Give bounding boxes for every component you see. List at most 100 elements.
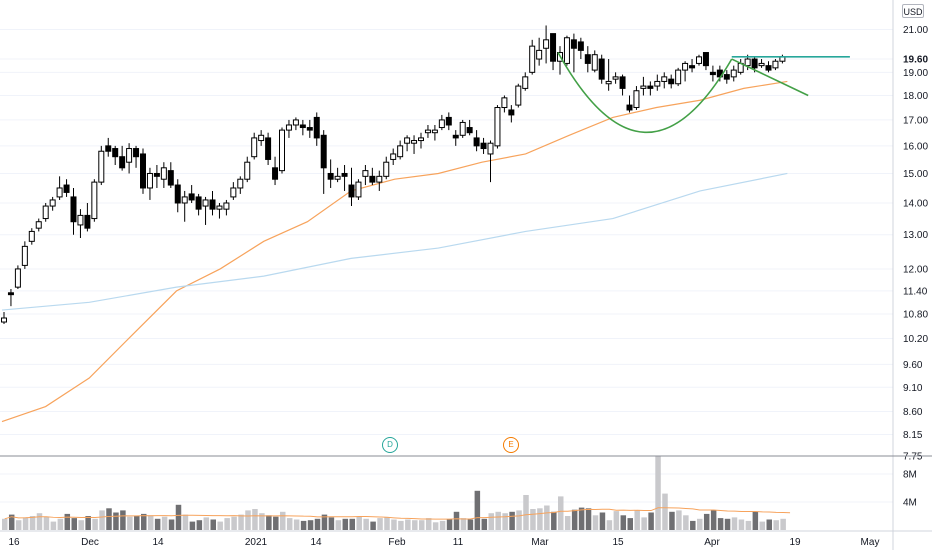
- volume-bar: [599, 512, 606, 530]
- candle-body: [390, 153, 397, 160]
- candle-body: [598, 58, 605, 80]
- volume-bar: [530, 509, 536, 530]
- candle-body: [522, 76, 529, 89]
- volume-bar: [286, 518, 293, 530]
- candle-down: [167, 162, 174, 188]
- candle-body: [626, 104, 633, 111]
- candle-up: [779, 54, 786, 64]
- candle-body: [355, 181, 362, 198]
- candle-body: [146, 172, 153, 189]
- candle-up: [696, 54, 702, 66]
- candle-body: [536, 49, 543, 60]
- volume-bar: [516, 510, 522, 530]
- candle-body: [654, 80, 661, 87]
- volume-bar: [259, 513, 265, 530]
- volume-bar: [2, 518, 8, 530]
- dividend-event-marker[interactable]: D: [382, 437, 398, 453]
- volume-bar: [384, 517, 390, 530]
- candle-body: [98, 150, 105, 183]
- candle-body: [744, 58, 751, 67]
- candle-up: [661, 72, 668, 89]
- volume-bar: [29, 516, 36, 530]
- volume-bar: [377, 518, 383, 530]
- candle-down: [508, 105, 515, 123]
- volume-bar: [419, 520, 425, 530]
- candle-up: [640, 76, 647, 96]
- volume-bar: [335, 520, 342, 530]
- candle-body: [153, 172, 160, 177]
- time-tick-label: 14: [152, 537, 164, 548]
- volume-bar: [175, 504, 182, 530]
- volume-bar: [710, 510, 717, 530]
- volume-bar: [71, 518, 77, 530]
- candle-up: [91, 179, 98, 222]
- volume-bar: [425, 518, 432, 530]
- candle-down: [550, 33, 557, 71]
- candle-body: [404, 137, 411, 144]
- time-tick-label: Feb: [388, 537, 406, 548]
- candle-down: [341, 165, 348, 191]
- volume-bar: [391, 519, 397, 530]
- price-tick-label: 11.40: [903, 286, 928, 297]
- currency-label[interactable]: USD: [902, 4, 924, 18]
- candle-up: [285, 119, 292, 138]
- time-tick-label: Dec: [81, 537, 99, 548]
- volume-bar: [578, 507, 585, 530]
- candle-body: [383, 161, 390, 177]
- earnings-event-marker[interactable]: E: [503, 437, 519, 453]
- volume-bar: [683, 515, 689, 530]
- volume-bar: [780, 518, 786, 530]
- volume-bar: [300, 520, 307, 530]
- candle-body: [473, 137, 480, 147]
- price-tick-label: 7.75: [903, 452, 923, 463]
- candle-down: [619, 74, 626, 96]
- candle-up: [160, 162, 167, 188]
- volume-tick-label: 8M: [903, 470, 917, 481]
- candle-down: [112, 145, 119, 166]
- volume-bar: [224, 518, 230, 530]
- volume-bar: [113, 512, 119, 530]
- volume-bar: [370, 521, 376, 530]
- candle-up: [494, 105, 501, 149]
- volume-bar: [766, 519, 772, 530]
- candle-body: [28, 230, 35, 242]
- volume-bar: [161, 516, 168, 530]
- candle-body: [230, 187, 237, 198]
- candle-up: [397, 140, 404, 160]
- candle-body: [424, 129, 431, 134]
- volume-bar: [217, 521, 223, 530]
- volume-bar: [412, 520, 418, 530]
- candle-down: [702, 52, 709, 71]
- candle-down: [626, 95, 633, 113]
- candle-up: [42, 202, 49, 222]
- candle-body: [84, 214, 91, 229]
- candle-up: [35, 218, 42, 232]
- candle-up: [21, 241, 28, 269]
- volume-bar: [731, 517, 738, 530]
- candle-body: [494, 107, 501, 147]
- candle-body: [696, 56, 702, 64]
- volume-bar: [92, 518, 98, 530]
- candle-body: [70, 196, 77, 223]
- candle-body: [105, 145, 112, 152]
- candle-up: [404, 135, 411, 152]
- candle-up: [292, 117, 299, 131]
- candle-up: [1, 312, 7, 325]
- candle-body: [445, 116, 452, 126]
- candle-body: [376, 175, 383, 183]
- volume-bar: [8, 514, 15, 530]
- price-tick-label: 19.60: [903, 55, 928, 66]
- candle-down: [140, 148, 146, 194]
- volume-bar: [293, 519, 300, 530]
- candle-body: [675, 69, 682, 85]
- time-tick-label: 14: [310, 537, 322, 548]
- time-tick-label: Mar: [531, 537, 549, 548]
- volume-bar: [307, 520, 314, 530]
- price-tick-label: 13.00: [903, 230, 928, 241]
- candle-body: [216, 205, 223, 210]
- candle-up: [501, 95, 508, 113]
- candle-up: [529, 39, 536, 75]
- candle-body: [689, 65, 696, 69]
- volume-bar: [676, 510, 682, 530]
